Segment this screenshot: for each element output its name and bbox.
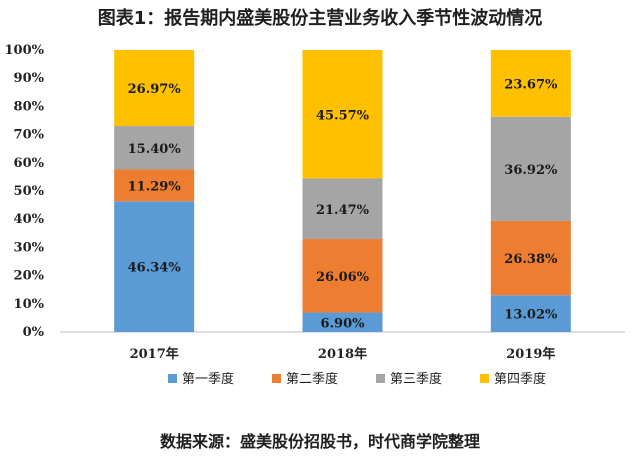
y-tick-label: 50% — [14, 184, 45, 199]
data-label: 26.97% — [128, 82, 182, 97]
bar-segment — [490, 295, 571, 332]
legend-label: 第二季度 — [286, 371, 338, 387]
y-tick-label: 70% — [14, 128, 45, 143]
bar-segment — [114, 126, 195, 170]
bar-segment — [302, 312, 383, 332]
legend-swatch — [376, 374, 385, 383]
chart-title: 图表1：报告期内盛美股份主营业务收入季节性波动情况 — [97, 8, 543, 29]
data-label: 46.34% — [128, 261, 182, 276]
data-source: 数据来源：盛美股份招股书，时代商学院整理 — [159, 432, 480, 451]
x-category-label: 2019年 — [506, 346, 555, 362]
data-label: 11.29% — [128, 179, 182, 194]
stacked-bar-chart: 0% 10% 20% 30% 40% 50% 60% 70% 80% 90% 100% 46.34% 1… — [5, 43, 625, 387]
bar-segment — [114, 201, 195, 332]
bar-segment — [490, 50, 571, 117]
data-label: 13.02% — [504, 308, 558, 323]
y-tick-label: 20% — [14, 269, 45, 284]
y-tick-label: 30% — [14, 240, 45, 255]
bar-segment — [490, 220, 571, 296]
bar-segment — [302, 239, 383, 313]
data-label: 26.38% — [504, 252, 558, 267]
y-tick-label: 90% — [14, 71, 45, 86]
bar-segment — [114, 169, 195, 202]
x-category-label: 2018年 — [318, 346, 367, 362]
y-tick-label: 80% — [14, 99, 45, 114]
legend-label: 第四季度 — [494, 371, 546, 387]
data-label: 36.92% — [504, 163, 558, 178]
legend-swatch — [272, 374, 281, 383]
y-tick-label: 0% — [23, 325, 45, 340]
legend-swatch — [480, 374, 489, 383]
y-tick-label: 60% — [14, 156, 45, 171]
y-tick-label: 10% — [14, 297, 45, 312]
data-label: 21.47% — [316, 203, 370, 218]
legend-label: 第一季度 — [182, 371, 234, 387]
legend-label: 第三季度 — [390, 371, 442, 387]
bar-segment — [490, 116, 571, 221]
data-label: 45.57% — [316, 108, 370, 123]
data-label: 26.06% — [316, 270, 370, 285]
y-tick-label: 40% — [14, 212, 45, 227]
bar-segment — [302, 50, 383, 179]
legend-swatch — [168, 374, 177, 383]
bar-segment — [114, 50, 195, 127]
data-label: 6.90% — [320, 316, 365, 331]
data-label: 15.40% — [128, 142, 182, 157]
data-label: 23.67% — [504, 77, 558, 92]
y-tick-label: 100% — [5, 43, 45, 58]
x-category-label: 2017年 — [130, 346, 179, 362]
bar-segment — [302, 178, 383, 240]
